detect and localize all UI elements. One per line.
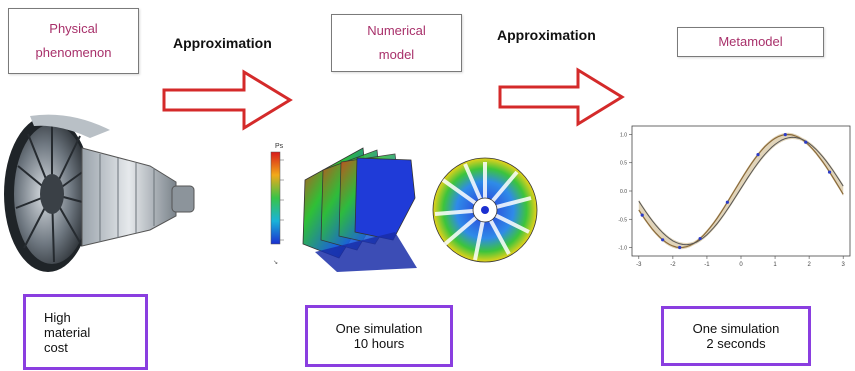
metamodel-plot-image: 1.0 0.5 0.0 -0.5 -1.0 -3 -2 -1 0 1 2 3 xyxy=(618,125,851,268)
stage-label-metamodel: Metamodel xyxy=(718,34,783,49)
approximation-label-2: Approximation xyxy=(497,27,596,43)
sample-point xyxy=(804,140,808,144)
stage-box-numerical-model: Numerical model xyxy=(331,14,462,72)
stage-box-metamodel: Metamodel xyxy=(677,27,824,57)
colorbar-label: Ps xyxy=(275,143,284,150)
cost-label-high-material-cost: High material cost xyxy=(44,309,91,355)
approximation-arrow-1 xyxy=(162,69,293,131)
sample-point xyxy=(698,236,702,241)
stage-box-physical-phenomenon: Physical phenomenon xyxy=(8,8,139,74)
cost-box-numerical: One simulation 10 hours xyxy=(305,305,453,367)
x-tick-label: 1 xyxy=(773,262,777,268)
x-tick-label: 2 xyxy=(807,262,811,268)
cfd-simulation-image: Ps ↘ xyxy=(270,143,538,272)
cost-label-metamodel: One simulation 2 seconds xyxy=(692,321,780,351)
cost-box-metamodel: One simulation 2 seconds xyxy=(661,306,811,366)
cost-box-high-material-cost: High material cost xyxy=(23,294,148,370)
stage-label-numerical-model: Numerical model xyxy=(367,23,426,62)
approximation-arrow-2 xyxy=(498,67,625,127)
sample-point xyxy=(783,133,787,137)
stage-label-physical-phenomenon: Physical phenomenon xyxy=(35,21,112,60)
sample-point xyxy=(756,152,760,157)
x-tick-label: -3 xyxy=(636,262,642,268)
x-tick-label: -1 xyxy=(704,262,710,268)
x-tick-label: 3 xyxy=(842,262,846,268)
sample-point xyxy=(661,238,665,242)
x-tick-label: 0 xyxy=(739,262,743,268)
y-tick-label: 1.0 xyxy=(620,132,627,138)
y-tick-label: 0.5 xyxy=(620,161,627,167)
approximation-label-1: Approximation xyxy=(173,35,272,51)
jet-engine-image xyxy=(4,114,195,272)
y-tick-label: -0.5 xyxy=(618,217,627,223)
sample-point xyxy=(640,213,644,217)
cost-label-numerical: One simulation 10 hours xyxy=(335,321,423,351)
sample-point xyxy=(678,245,682,250)
y-tick-label: -1.0 xyxy=(618,246,627,252)
sample-point xyxy=(725,200,729,204)
sample-point xyxy=(827,170,832,174)
y-tick-label: 0.0 xyxy=(620,189,627,195)
x-tick-label: -2 xyxy=(670,262,676,268)
svg-text:↘: ↘ xyxy=(273,260,278,266)
